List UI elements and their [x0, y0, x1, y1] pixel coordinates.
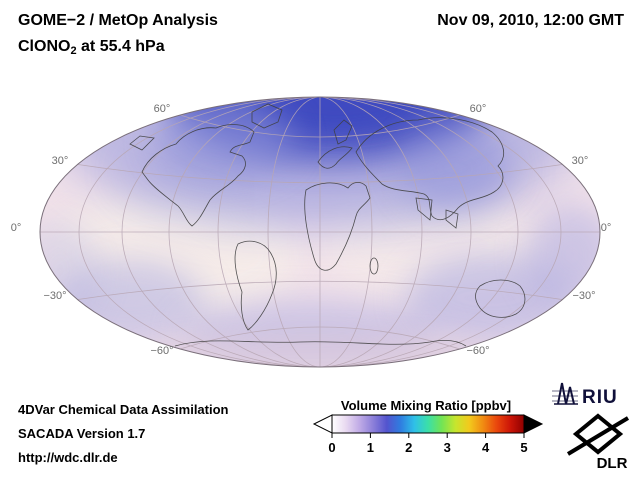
field-north-streak [400, 126, 510, 210]
coast-madagascar [369, 257, 379, 275]
coast-se-asia [445, 209, 459, 229]
colorbar: 0 1 2 3 4 5 [312, 414, 544, 455]
pressure-level: at 55.4 hPa [76, 38, 165, 55]
tick-label: 5 [520, 440, 527, 455]
lat-label: 0° [600, 222, 612, 234]
coast-scandinavia [333, 119, 353, 145]
plot-subtitle: ClONO2 at 55.4 hPa [18, 38, 165, 57]
graticule [40, 97, 600, 367]
riu-logo-text: RIU [582, 387, 618, 408]
lat-label: 30° [51, 155, 69, 167]
coast-australia [475, 279, 526, 318]
dlr-mark-icon [566, 413, 630, 456]
coast-india [415, 197, 433, 221]
coast-europe [317, 146, 353, 169]
colorbar-left-arrow [312, 414, 333, 434]
plot-title: GOME−2 / MetOp Analysis [18, 12, 218, 29]
dlr-logo: DLR [566, 413, 630, 472]
colorbar-right-arrow [523, 414, 544, 434]
colorbar-gradient-bar [331, 414, 525, 434]
field-polar-dark [250, 97, 430, 132]
parallel-30s [77, 280, 563, 300]
coast-south-america [234, 240, 277, 331]
parallel-60s [179, 326, 461, 350]
coast-africa [304, 182, 371, 271]
colorbar-title: Volume Mixing Ratio [ppbv] [340, 398, 512, 413]
riu-logo: RIU [552, 382, 618, 408]
tick-label: 1 [367, 440, 374, 455]
riu-spires-icon [552, 382, 578, 405]
species-subscript: 2 [70, 45, 77, 57]
parallel-30n [77, 164, 563, 184]
footer-assimilation: 4DVar Chemical Data Assimilation [18, 402, 229, 417]
dlr-logo-text: DLR [597, 455, 628, 472]
footer-url: http://wdc.dlr.de [18, 450, 118, 465]
lat-label: −30° [43, 290, 67, 302]
lat-label: 0° [10, 222, 22, 234]
colorbar-ticks [331, 433, 525, 438]
coast-antarctica [174, 339, 467, 347]
tick-label: 3 [444, 440, 451, 455]
field-south-band [40, 220, 100, 320]
lat-label: 60° [469, 103, 487, 115]
lat-label: 60° [153, 103, 171, 115]
coast-asia [355, 117, 505, 221]
tick-label: 4 [482, 440, 490, 455]
parallel-60n [179, 114, 461, 138]
coast-greenland [251, 103, 283, 129]
coast-alaska [129, 135, 155, 151]
tick-label: 2 [405, 440, 412, 455]
coastlines [129, 103, 526, 347]
tick-label: 0 [328, 440, 335, 455]
coast-north-america [141, 124, 255, 227]
plot-datetime: Nov 09, 2010, 12:00 GMT [437, 12, 624, 29]
lat-label: −60° [466, 345, 490, 357]
field-north-blob [155, 102, 295, 178]
lat-label: −60° [150, 345, 174, 357]
map-boundary [39, 96, 601, 368]
lat-label: −30° [572, 290, 596, 302]
species-name: ClONO [18, 38, 71, 55]
footer-version: SACADA Version 1.7 [18, 426, 146, 441]
lat-label: 30° [571, 155, 589, 167]
